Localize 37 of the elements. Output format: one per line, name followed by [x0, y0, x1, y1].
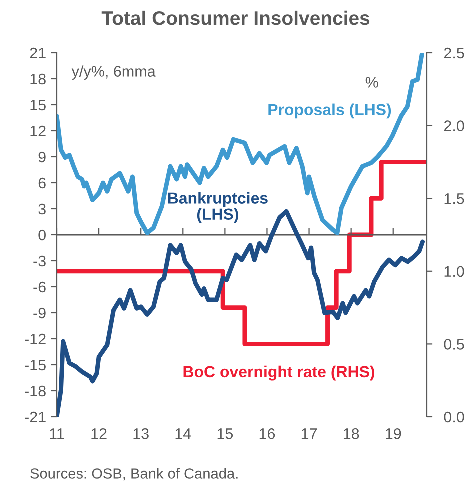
y-tick-label: -3	[34, 256, 46, 267]
y2-tick-label: 0.0	[444, 412, 464, 423]
y-tick-label: -9	[34, 308, 46, 319]
y-tick-label: 0	[38, 230, 46, 241]
y-tick-label: -12	[25, 334, 46, 345]
series-label: Proposals (LHS)	[268, 104, 392, 119]
y2-tick-label: 2.0	[444, 120, 464, 132]
y-tick-label: -15	[25, 360, 46, 371]
x-tick-label: 16	[260, 428, 276, 440]
y-axis-title: y/y%, 6mma	[72, 66, 156, 80]
y-tick-label: 6	[38, 178, 46, 189]
y2-tick-label: 2.5	[444, 48, 464, 59]
x-tick-label: 12	[92, 428, 107, 440]
y-tick-label: 21	[30, 48, 46, 59]
source-note: Sources: OSB, Bank of Canada.	[30, 468, 238, 481]
y-tick-label: -21	[25, 412, 46, 423]
y-tick-label: 15	[30, 100, 46, 111]
y2-tick-label: 1.5	[444, 194, 464, 204]
y-tick-label: 9	[38, 152, 46, 163]
x-tick-label: 13	[134, 428, 149, 440]
y2-tick-label: 0.5	[444, 339, 464, 350]
x-tick-label: 17	[302, 428, 318, 440]
series-label: BoC overnight rate (RHS)	[184, 366, 374, 381]
x-tick-label: 19	[386, 428, 402, 440]
y-tick-label: 12	[30, 126, 46, 137]
y-tick-label: 3	[38, 204, 46, 215]
x-tick-label: 18	[344, 428, 360, 440]
y2-tick-label: 1.0	[444, 266, 464, 278]
x-tick-label: 14	[176, 428, 192, 440]
chart-title: Total Consumer Insolvencies	[102, 10, 370, 26]
y2-axis-title: %	[366, 77, 378, 88]
y-tick-label: 18	[30, 74, 46, 85]
series-label: Bankruptcies (LHS)	[168, 192, 268, 224]
x-tick-label: 15	[218, 428, 234, 440]
y-tick-label: -6	[34, 282, 46, 293]
y-tick-label: -18	[25, 386, 46, 397]
x-tick-label: 11	[50, 428, 64, 440]
